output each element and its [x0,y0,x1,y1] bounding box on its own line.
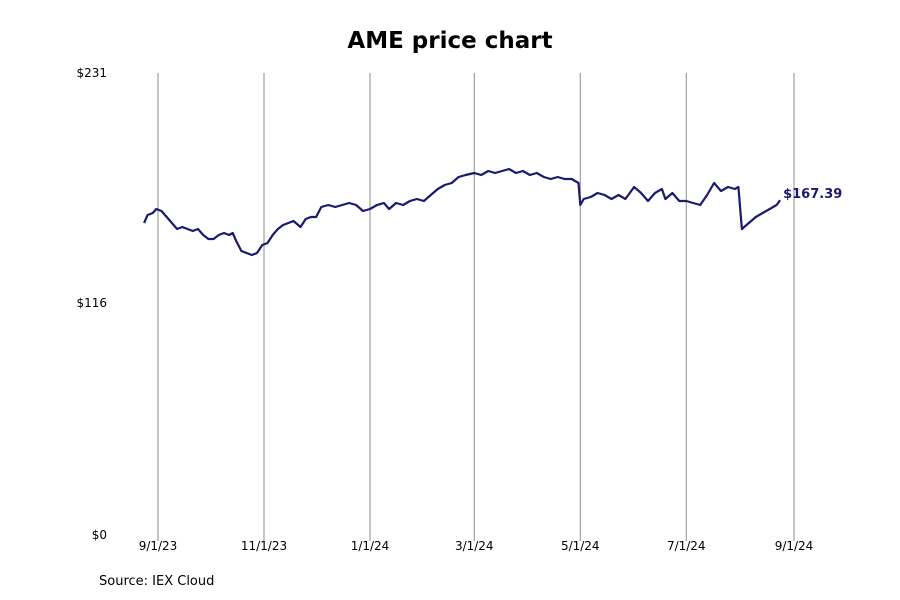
grid-layer [157,73,795,541]
chart-title: AME price chart [347,28,553,54]
x-tick-label: 9/1/24 [775,539,814,553]
y-tick-label: $0 [92,528,107,542]
y-tick-label: $231 [76,66,107,80]
x-tick-label: 5/1/24 [561,539,600,553]
price-series-line [143,167,781,257]
x-axis-labels: 9/1/23 11/1/23 1/1/24 3/1/24 5/1/24 7/1/24 9/1… [139,539,814,553]
x-tick-label: 1/1/24 [351,539,390,553]
x-tick-label: 9/1/23 [139,539,178,553]
source-note: Source: IEX Cloud [99,574,215,589]
x-tick-label: 11/1/23 [241,539,287,553]
last-price-label: $167.39 [783,187,842,202]
x-tick-label: 7/1/24 [667,539,706,553]
y-axis-labels: $0 $116 $231 [76,66,107,542]
x-tick-label: 3/1/24 [455,539,494,553]
y-tick-label: $116 [76,296,107,310]
